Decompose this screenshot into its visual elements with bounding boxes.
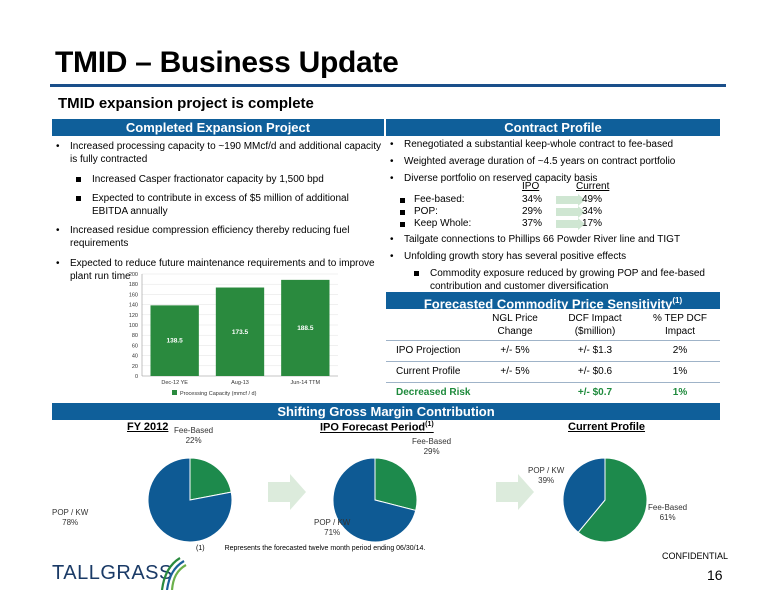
alloc-col-current: Current bbox=[576, 181, 610, 192]
y-tick-label: 180 bbox=[129, 282, 138, 288]
sensitivity-header: Forecasted Commodity Price Sensitivity(1… bbox=[386, 292, 720, 311]
y-tick-label: 0 bbox=[135, 374, 138, 380]
left-bullet-list: • Increased processing capacity to ~190 M… bbox=[52, 140, 382, 290]
alloc-row: Keep Whole: 37% 17% bbox=[396, 218, 636, 230]
y-tick-label: 40 bbox=[132, 354, 138, 360]
alloc-current: 34% bbox=[582, 206, 603, 217]
pie-slice-label: Fee-Based 22% bbox=[174, 426, 214, 445]
y-tick-label: 120 bbox=[129, 313, 138, 319]
bullet-square bbox=[400, 198, 405, 203]
alloc-row: POP: 29% 34% bbox=[396, 206, 636, 218]
arrow-icon bbox=[556, 220, 578, 228]
alloc-current: 49% bbox=[582, 194, 603, 205]
list-item: • Increased processing capacity to ~190 M… bbox=[56, 141, 382, 165]
pie-slice-label: Fee-Based 61% bbox=[648, 503, 688, 522]
bar bbox=[215, 287, 265, 376]
list-item: Increased Casper fractionator capacity b… bbox=[52, 173, 382, 186]
page-number: 16 bbox=[707, 567, 723, 583]
list-item: • Diverse portfolio on reserved capacity … bbox=[390, 173, 598, 184]
alloc-label: POP: bbox=[414, 206, 438, 217]
bullet-square bbox=[400, 222, 405, 227]
bar-data-label: 138.5 bbox=[167, 338, 184, 345]
arrow-icon bbox=[556, 196, 578, 204]
col-header: % TEP DCF Impact bbox=[652, 312, 708, 337]
pie-title-fy2012: FY 2012 bbox=[127, 421, 169, 433]
table-row: Decreased Risk +/- $0.7 1% bbox=[386, 381, 720, 403]
pie-slice bbox=[189, 457, 232, 501]
margin-header: Shifting Gross Margin Contribution bbox=[52, 403, 720, 420]
bar bbox=[150, 305, 199, 376]
arrow-head-icon bbox=[578, 218, 585, 230]
pie-slice bbox=[374, 457, 418, 512]
bullet-square bbox=[400, 210, 405, 215]
capacity-bar-chart: 0 20 40 60 80 100 120 140 160 180 200 138.5 Dec-12 Y… bbox=[112, 268, 342, 410]
bar-data-label: 188.5 bbox=[297, 325, 314, 332]
right-bullet-list-bottom: • Tailgate connections to Phillips 66 Pow… bbox=[386, 233, 720, 297]
right-panel-header: Contract Profile bbox=[386, 119, 720, 136]
y-tick-label: 140 bbox=[129, 303, 138, 309]
alloc-label: Keep Whole: bbox=[414, 218, 472, 229]
x-tick-label: Dec-12 YE bbox=[161, 380, 188, 386]
pie-slice bbox=[332, 457, 417, 543]
arrow-icon bbox=[556, 208, 578, 216]
legend-swatch bbox=[172, 390, 177, 395]
list-item: • Weighted average duration of ~4.5 years… bbox=[390, 156, 676, 167]
y-tick-label: 80 bbox=[132, 333, 138, 339]
y-tick-label: 160 bbox=[129, 292, 138, 298]
pie-title-current: Current Profile bbox=[568, 421, 646, 433]
alloc-current: 17% bbox=[582, 218, 603, 229]
bar-data-label: 173.5 bbox=[232, 329, 249, 336]
x-tick-label: Aug-13 bbox=[231, 380, 249, 386]
list-item: • Tailgate connections to Phillips 66 Pow… bbox=[390, 234, 681, 245]
page-subtitle: TMID expansion project is complete bbox=[58, 95, 314, 112]
x-tick-label: Jun-14 TTM bbox=[291, 380, 321, 386]
legend-label: Processing Capacity (mmcf / d) bbox=[180, 391, 257, 397]
list-item: • Expected to reduce future maintenance r… bbox=[56, 258, 375, 282]
pie-slice-label: Fee-Based 29% bbox=[412, 437, 452, 456]
alloc-label: Fee-based: bbox=[414, 194, 465, 205]
confidential-label: CONFIDENTIAL bbox=[662, 551, 729, 561]
pie-slice-label: POP / KW 39% bbox=[528, 466, 565, 485]
list-item: Expected to contribute in excess of $5 m… bbox=[52, 192, 382, 218]
y-tick-label: 60 bbox=[132, 343, 138, 349]
bar bbox=[281, 279, 330, 376]
pie-slice bbox=[147, 457, 233, 543]
left-panel-header: Completed Expansion Project bbox=[52, 119, 384, 136]
pie-slice bbox=[562, 457, 606, 534]
pie-title-ipo: IPO Forecast Period(1) bbox=[320, 421, 434, 434]
y-tick-label: 100 bbox=[129, 323, 138, 329]
right-bullet-list-top: • Renegotiated a substantial keep-whole c… bbox=[386, 138, 720, 189]
table-row: Current Profile +/- 5% +/- $0.6 1% bbox=[386, 360, 720, 382]
table-row: IPO Projection +/- 5% +/- $1.3 2% bbox=[386, 339, 720, 361]
pie-slice bbox=[577, 457, 648, 543]
margin-pie-charts bbox=[147, 457, 648, 543]
table-header-row: NGL Price Change DCF Impact ($million) %… bbox=[386, 310, 720, 340]
tallgrass-logo: TALLGRASS bbox=[52, 557, 192, 590]
list-item: • Increased residue compression efficienc… bbox=[56, 225, 350, 249]
pie-slice-label: POP / KW 78% bbox=[52, 508, 89, 527]
alloc-row: Fee-based: 34% 49% bbox=[396, 194, 636, 206]
alloc-ipo: 29% bbox=[522, 206, 543, 217]
arrow-head-icon bbox=[578, 194, 585, 206]
transition-arrow-icon bbox=[496, 474, 534, 510]
alloc-ipo: 34% bbox=[522, 194, 543, 205]
sensitivity-table: NGL Price Change DCF Impact ($million) %… bbox=[386, 310, 720, 403]
title-rule bbox=[50, 84, 726, 87]
pie-slice-label: POP / KW 71% bbox=[314, 518, 351, 537]
alloc-col-ipo: IPO bbox=[522, 181, 540, 192]
footnote: (1) Represents the forecasted twelve mont… bbox=[196, 545, 426, 552]
col-header: DCF Impact ($million) bbox=[568, 312, 622, 337]
list-item: Commodity exposure reduced by growing PO… bbox=[386, 267, 720, 293]
y-tick-label: 20 bbox=[132, 364, 138, 370]
alloc-ipo: 37% bbox=[522, 218, 543, 229]
list-item: • Renegotiated a substantial keep-whole c… bbox=[390, 139, 674, 150]
y-tick-label: 200 bbox=[129, 272, 138, 278]
col-header: NGL Price Change bbox=[492, 312, 538, 337]
list-item: • Unfolding growth story has several posi… bbox=[390, 251, 627, 262]
page-title: TMID – Business Update bbox=[55, 46, 399, 79]
grass-logo-icon bbox=[160, 557, 187, 590]
arrow-head-icon bbox=[578, 206, 585, 218]
transition-arrow-icon bbox=[268, 474, 306, 510]
